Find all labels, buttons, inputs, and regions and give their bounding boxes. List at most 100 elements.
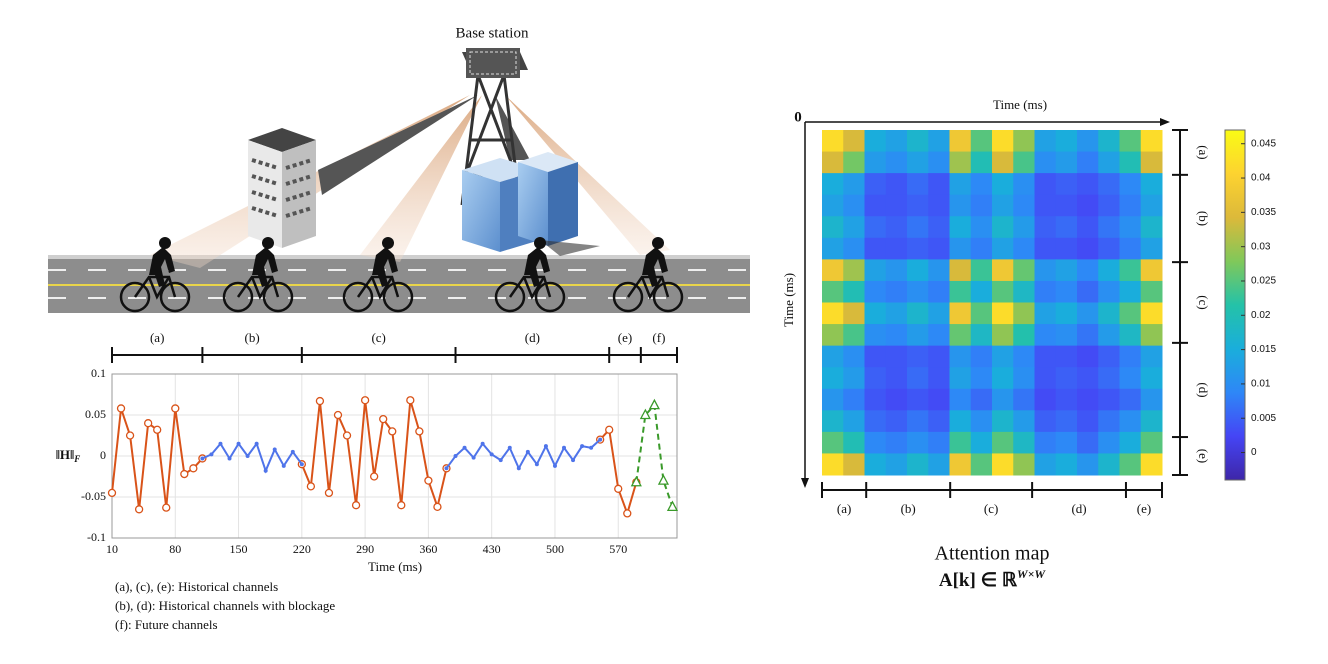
- y-tick-label: 0: [100, 448, 106, 462]
- heatmap-cell: [885, 280, 908, 303]
- segment-label: (d): [1071, 501, 1086, 516]
- heatmap-cell: [864, 280, 887, 303]
- heatmap-cell: [1140, 345, 1163, 368]
- heatmap-cell: [907, 151, 929, 174]
- heatmap-cell: [822, 388, 844, 411]
- heatmap-cell: [843, 431, 865, 454]
- heatmap-cell: [928, 367, 950, 390]
- heatmap-cell: [1119, 345, 1142, 368]
- colorbar-tick-label: 0.02: [1251, 310, 1271, 321]
- segment-label: (f): [652, 330, 665, 345]
- heatmap-cell: [1098, 367, 1120, 390]
- segment-label: (c): [984, 501, 998, 516]
- heatmap-cell: [1077, 324, 1099, 347]
- heatmap-cell: [822, 431, 844, 454]
- heatmap-cell: [1077, 194, 1099, 217]
- point: [200, 456, 205, 461]
- heatmap-cell: [1098, 324, 1120, 347]
- illustration: Base station: [48, 25, 750, 313]
- heatmap-cell: [1098, 259, 1120, 282]
- heatmap-cell: [822, 237, 844, 260]
- heatmap-cell: [1119, 431, 1142, 454]
- point: [134, 505, 144, 514]
- heatmap-cell: [822, 173, 844, 196]
- heatmap-cell: [928, 130, 950, 153]
- point: [605, 425, 614, 434]
- heatmap-cell: [822, 453, 844, 476]
- heatmap-cell: [1055, 367, 1078, 390]
- point: [290, 449, 295, 454]
- heatmap-cell: [1013, 345, 1035, 368]
- heatmap-cell: [885, 130, 908, 153]
- heatmap-cell: [928, 302, 950, 325]
- arrow-head: [1160, 118, 1170, 126]
- heatmap-cell: [907, 173, 929, 196]
- point: [397, 501, 406, 510]
- heatmap-cell: [1098, 173, 1120, 196]
- point: [666, 500, 679, 511]
- heatmap-cell: [907, 130, 929, 153]
- heatmap-cell: [1034, 345, 1057, 368]
- heatmap-cell: [843, 151, 865, 174]
- point: [433, 502, 442, 511]
- heatmap-cell: [1098, 151, 1120, 174]
- heatmap-cell: [1013, 194, 1035, 217]
- heatmap-cell: [843, 259, 865, 282]
- point: [236, 441, 241, 446]
- heatmap-cell: [1140, 302, 1163, 325]
- caption: (b), (d): Historical channels with block…: [115, 598, 335, 613]
- base-station-label: Base station: [456, 25, 529, 41]
- heatmap-cell: [843, 410, 865, 433]
- heatmap-cell: [864, 302, 887, 325]
- heatmap-cell: [907, 324, 929, 347]
- point: [351, 501, 361, 510]
- point: [360, 396, 370, 405]
- x-tick-label: 570: [609, 542, 627, 556]
- point: [639, 408, 651, 420]
- heatmap-cell: [822, 410, 844, 433]
- heatmap-cell: [1098, 431, 1120, 454]
- heatmap-cell: [843, 324, 865, 347]
- heatmap-cell: [885, 345, 908, 368]
- heatmap-cell: [949, 173, 972, 196]
- heatmap-cell: [928, 453, 950, 476]
- heatmap-cell: [1034, 388, 1057, 411]
- subtitle-sup: W×W: [1017, 567, 1047, 581]
- heatmap-cell: [1077, 431, 1099, 454]
- heatmap-cell: [1055, 151, 1078, 174]
- heatmap-cell: [1140, 410, 1163, 433]
- colorbar-tick-label: 0.015: [1251, 344, 1276, 355]
- point: [453, 454, 458, 458]
- point: [498, 458, 503, 463]
- heatmap-cell: [970, 237, 993, 260]
- x-tick-label: 10: [106, 542, 118, 556]
- point: [657, 474, 670, 485]
- heatmap-cell: [1140, 151, 1163, 174]
- heatmap-cell: [1055, 345, 1078, 368]
- heatmap-cell: [1055, 410, 1078, 433]
- heatmap-cell: [1119, 237, 1142, 260]
- heatmap-cell: [864, 237, 887, 260]
- heatmap-cell: [1098, 345, 1120, 368]
- blocked-beam: [495, 95, 530, 160]
- heatmap-cell: [1098, 237, 1120, 260]
- heatmap-cell: [1119, 453, 1142, 476]
- heatmap-subtitle: A[k] ∈ ℝW×W: [939, 567, 1047, 592]
- heatmap-cell: [822, 216, 844, 239]
- heatmap-cell: [1013, 237, 1035, 260]
- heatmap-cell: [1013, 410, 1035, 433]
- heatmap-cell: [843, 453, 865, 476]
- segment-label: (e): [1196, 449, 1211, 463]
- point: [552, 463, 557, 468]
- heatmap-cell: [885, 302, 908, 325]
- heatmap-cell: [864, 216, 887, 239]
- segment-label: (e): [618, 330, 632, 345]
- point: [272, 447, 277, 452]
- colorbar-tick-label: 0: [1251, 447, 1257, 458]
- segment-label: (d): [1196, 382, 1211, 397]
- heatmap-cell: [992, 388, 1014, 411]
- heatmap-cell: [822, 302, 844, 325]
- point: [180, 469, 189, 479]
- heatmap-cell: [992, 130, 1014, 153]
- heatmap-cell: [843, 302, 865, 325]
